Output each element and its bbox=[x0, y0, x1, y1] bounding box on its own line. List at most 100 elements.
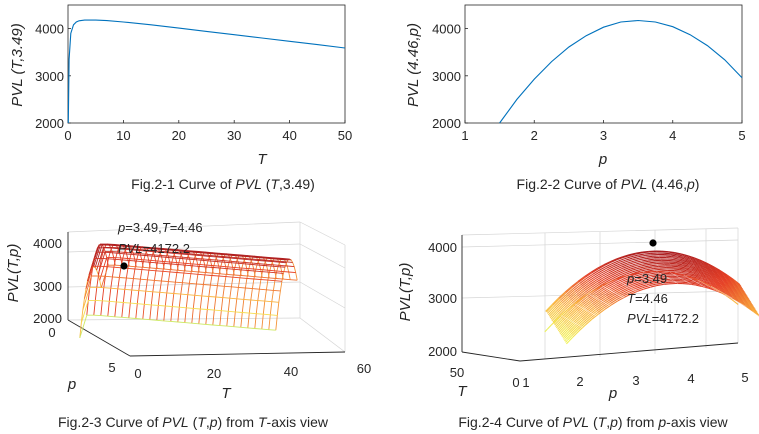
surface-mesh-line bbox=[722, 281, 730, 286]
surface-mesh-line bbox=[580, 311, 588, 318]
surface-mesh-line bbox=[704, 281, 712, 285]
surface-mesh-line bbox=[680, 253, 688, 257]
y-tick-label: 4000 bbox=[35, 22, 64, 37]
surface-mesh-line bbox=[682, 255, 690, 259]
surface-mesh-line bbox=[630, 290, 638, 295]
surface-mesh-line bbox=[700, 267, 708, 272]
optimum-annotation-line-1: p=3.49 bbox=[626, 271, 667, 286]
surface-mesh-line bbox=[634, 272, 642, 275]
surface-mesh-line bbox=[722, 288, 730, 293]
surface-mesh-line bbox=[560, 328, 568, 336]
surface-mesh-line bbox=[612, 261, 620, 266]
surface-mesh-line bbox=[578, 307, 586, 314]
surface-mesh-line bbox=[712, 270, 719, 275]
surface-mesh-line bbox=[571, 296, 579, 304]
surface-mesh-line bbox=[565, 335, 573, 343]
surface-mesh-line bbox=[715, 269, 723, 275]
series-line-pvl-t bbox=[67, 19, 346, 124]
surface-mesh-line bbox=[682, 273, 690, 276]
surface-mesh-line bbox=[589, 309, 597, 316]
surface-mesh-line bbox=[574, 316, 582, 324]
surface-mesh-line bbox=[577, 305, 585, 313]
panel-fig2-2: 2000 3000 4000 1 2 3 4 5 p PVL (4.46,p) Fig.2-… bbox=[405, 4, 746, 192]
surface-mesh-line bbox=[603, 273, 611, 279]
surface-mesh-line bbox=[601, 300, 610, 306]
surface-mesh-line bbox=[561, 296, 569, 304]
surface-mesh-line bbox=[718, 287, 726, 292]
surface-mesh-line bbox=[732, 278, 740, 285]
x-tick-label: 0 bbox=[512, 375, 519, 390]
surface-mesh-line bbox=[745, 305, 753, 311]
surface-mesh-line bbox=[733, 284, 741, 291]
surface-mesh-line bbox=[678, 258, 686, 261]
surface-mesh-line bbox=[564, 317, 572, 325]
surface-mesh-line bbox=[688, 283, 696, 286]
surface-mesh-line bbox=[578, 291, 586, 298]
surface-mesh-line bbox=[710, 267, 718, 273]
surface-mesh-line bbox=[598, 280, 606, 285]
surface-mesh-line bbox=[584, 272, 593, 278]
surface-mesh-line bbox=[718, 274, 726, 279]
surface-mesh-line bbox=[713, 280, 721, 285]
surface-mesh-line bbox=[597, 278, 605, 284]
surface-mesh-line bbox=[570, 295, 579, 302]
surface-mesh-line bbox=[601, 270, 609, 276]
surface-mesh-line bbox=[688, 264, 695, 267]
surface-mesh-line bbox=[602, 281, 610, 286]
surface-mesh-line bbox=[733, 290, 740, 296]
surface-mesh-line bbox=[572, 298, 580, 305]
surface-mesh-line bbox=[750, 306, 758, 313]
surface-mesh-line bbox=[607, 280, 615, 286]
surface-mesh-line bbox=[674, 252, 682, 255]
surface-mesh-line bbox=[588, 293, 611, 307]
surface-mesh-line bbox=[668, 261, 676, 263]
surface-mesh-line bbox=[615, 276, 623, 280]
surface-mesh-line bbox=[703, 280, 711, 284]
panel-fig2-3: 2000 3000 4000 0 20 40 60 0 5 p=3.49,T=4.46 PVL=… bbox=[5, 220, 371, 430]
surface-mesh-line bbox=[99, 257, 296, 281]
surface-mesh-line bbox=[637, 264, 645, 268]
surface-mesh-line bbox=[673, 272, 681, 275]
plot-frame bbox=[464, 4, 743, 124]
surface-mesh-line bbox=[584, 301, 592, 308]
surface-mesh-line bbox=[551, 297, 559, 305]
surface-mesh-line bbox=[632, 281, 640, 285]
surface-mesh-line bbox=[719, 289, 727, 294]
surface-mesh-line bbox=[569, 292, 577, 300]
surface-mesh-line bbox=[591, 313, 599, 320]
surface-mesh-line bbox=[642, 272, 665, 285]
surface-mesh-line bbox=[592, 269, 600, 275]
surface-mesh-line bbox=[619, 273, 627, 278]
surface-mesh-line bbox=[670, 254, 678, 257]
surface-mesh-line bbox=[558, 307, 566, 315]
surface-mesh-line bbox=[613, 263, 621, 268]
surface-mesh-line bbox=[699, 282, 707, 286]
surface-mesh-line bbox=[614, 277, 622, 282]
optimum-marker bbox=[649, 239, 657, 247]
surface-mesh-line bbox=[579, 308, 587, 315]
surface-mesh-line bbox=[640, 269, 647, 272]
surface-mesh-line bbox=[721, 286, 729, 291]
surface-mesh-line bbox=[743, 302, 752, 308]
surface-mesh-line bbox=[725, 292, 733, 297]
surface-mesh-line bbox=[624, 268, 632, 272]
surface-mesh-line bbox=[91, 244, 289, 268]
surface-mesh-line bbox=[647, 258, 655, 261]
surface-mesh-line bbox=[603, 287, 611, 293]
surface-mesh-line bbox=[593, 271, 601, 277]
surface-mesh-line bbox=[707, 270, 715, 275]
surface-mesh-line bbox=[634, 260, 642, 264]
surface-mesh-line bbox=[644, 252, 651, 255]
surface-mesh-line bbox=[632, 269, 640, 273]
surface-mesh-line bbox=[568, 291, 576, 298]
surface-mesh-line bbox=[574, 303, 597, 316]
caption-fig2-1: Fig.2-1 Curve of PVL (T,3.49) bbox=[131, 176, 315, 192]
surface-mesh-line bbox=[708, 287, 715, 291]
surface-mesh-line bbox=[594, 288, 602, 294]
surface-mesh-line bbox=[626, 285, 634, 289]
y-tick-label: 0 bbox=[48, 325, 55, 340]
surface-mesh-line bbox=[594, 302, 602, 309]
surface-mesh-line bbox=[585, 303, 593, 310]
surface-mesh-line bbox=[605, 263, 613, 268]
surface-mesh-line bbox=[596, 291, 604, 297]
